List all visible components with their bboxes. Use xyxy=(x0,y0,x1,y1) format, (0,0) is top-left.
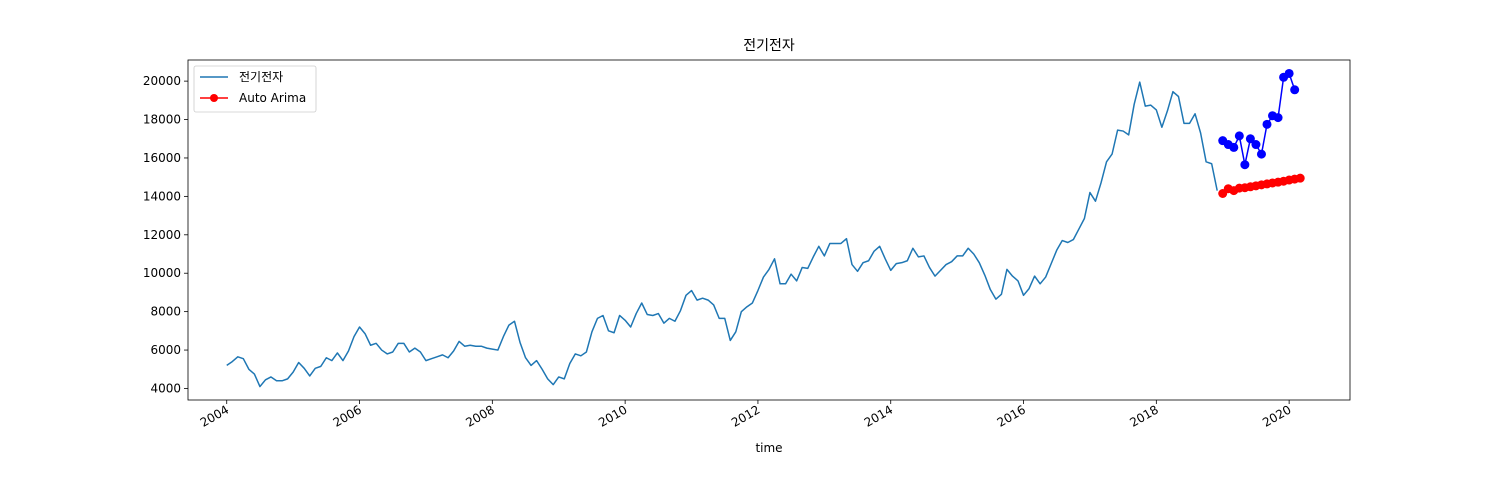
series-test-point xyxy=(1229,142,1239,152)
series-test-point xyxy=(1251,140,1261,150)
legend-label-actual: 전기전자 xyxy=(239,70,283,84)
series-test-point xyxy=(1262,119,1272,129)
series-test-point xyxy=(1240,160,1250,170)
plot-frame xyxy=(187,59,1351,401)
legend: 전기전자 Auto Arima xyxy=(193,65,317,113)
series-test-point xyxy=(1290,85,1300,95)
legend-label-forecast: Auto Arima xyxy=(239,91,306,105)
y-tick-label: 18000 xyxy=(143,113,181,127)
series-layer xyxy=(226,68,1305,388)
y-tick-label: 8000 xyxy=(150,305,181,319)
y-tick-label: 16000 xyxy=(143,151,181,165)
series-test-point xyxy=(1273,113,1283,123)
y-tick-label: 14000 xyxy=(143,189,181,203)
series-test-point xyxy=(1234,131,1244,141)
y-tick-label: 4000 xyxy=(150,381,181,395)
y-axis: 4000 6000 8000 10000 12000 14000 16000 18000 200… xyxy=(143,74,188,395)
plot-area xyxy=(188,60,1350,400)
y-tick-label: 12000 xyxy=(143,228,181,242)
series-test-point xyxy=(1256,149,1266,159)
series-actual-line xyxy=(226,81,1218,388)
legend-marker-forecast xyxy=(210,94,218,102)
y-tick-label: 20000 xyxy=(143,74,181,88)
series-test-point xyxy=(1245,134,1255,144)
series-test-point xyxy=(1284,68,1294,78)
y-tick-label: 10000 xyxy=(143,266,181,280)
y-tick-label: 6000 xyxy=(150,343,181,357)
chart-title: 전기전자 xyxy=(743,38,795,54)
x-axis-label: time xyxy=(755,441,782,455)
series-forecast-point xyxy=(1295,173,1305,183)
